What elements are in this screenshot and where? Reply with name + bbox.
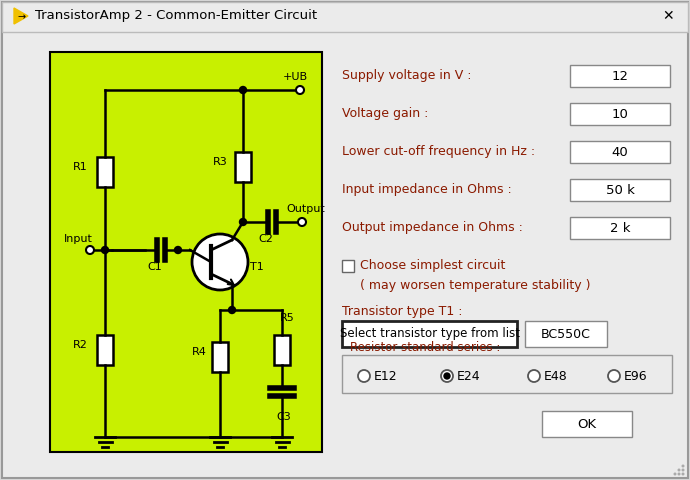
Circle shape — [175, 247, 181, 253]
Text: →: → — [17, 12, 25, 22]
Circle shape — [674, 473, 676, 475]
Circle shape — [358, 370, 370, 382]
Text: ( may worsen temperature stability ): ( may worsen temperature stability ) — [360, 279, 591, 292]
Circle shape — [678, 469, 680, 471]
Circle shape — [192, 234, 248, 290]
Text: BC550C: BC550C — [541, 327, 591, 340]
Bar — [542, 411, 632, 437]
Text: Input: Input — [64, 234, 93, 244]
Circle shape — [298, 218, 306, 226]
Circle shape — [441, 370, 453, 382]
Circle shape — [228, 307, 235, 313]
Text: Input impedance in Ohms :: Input impedance in Ohms : — [342, 183, 512, 196]
Bar — [2, 2, 688, 32]
Text: Voltage gain :: Voltage gain : — [342, 108, 428, 120]
Circle shape — [444, 373, 450, 379]
Bar — [525, 321, 607, 347]
Text: E96: E96 — [624, 370, 648, 383]
Circle shape — [239, 86, 246, 94]
Bar — [212, 342, 228, 372]
Text: ✕: ✕ — [662, 9, 674, 23]
Text: E24: E24 — [457, 370, 481, 383]
Circle shape — [239, 218, 246, 226]
Text: +UB: +UB — [283, 72, 308, 82]
Text: C3: C3 — [276, 412, 290, 422]
Bar — [342, 355, 672, 393]
Text: R1: R1 — [73, 162, 88, 172]
Bar — [570, 103, 670, 125]
Text: Choose simplest circuit: Choose simplest circuit — [360, 260, 505, 273]
Polygon shape — [14, 8, 28, 24]
Text: E12: E12 — [374, 370, 397, 383]
Bar — [342, 321, 517, 347]
Bar — [570, 217, 670, 239]
Text: R3: R3 — [213, 157, 228, 167]
Text: OK: OK — [578, 418, 597, 431]
Text: 40: 40 — [611, 145, 629, 158]
Text: Transistor type T1 :: Transistor type T1 : — [342, 305, 462, 318]
Circle shape — [682, 473, 684, 475]
Bar — [274, 335, 290, 365]
Bar — [570, 141, 670, 163]
Text: C1: C1 — [148, 262, 162, 272]
Text: C2: C2 — [259, 234, 273, 244]
Circle shape — [296, 86, 304, 94]
Circle shape — [682, 469, 684, 471]
Text: Output impedance in Ohms :: Output impedance in Ohms : — [342, 221, 523, 235]
Text: 12: 12 — [611, 70, 629, 83]
Text: Supply voltage in V :: Supply voltage in V : — [342, 70, 471, 83]
Text: Select transistor type from list: Select transistor type from list — [339, 327, 520, 340]
Text: Lower cut-off frequency in Hz :: Lower cut-off frequency in Hz : — [342, 145, 535, 158]
Text: Output: Output — [286, 204, 325, 214]
Circle shape — [86, 246, 94, 254]
Bar — [570, 179, 670, 201]
Text: 2 k: 2 k — [610, 221, 630, 235]
Text: 10: 10 — [611, 108, 629, 120]
Bar — [342, 260, 354, 272]
Bar — [97, 335, 113, 365]
Circle shape — [528, 370, 540, 382]
Circle shape — [608, 370, 620, 382]
Circle shape — [682, 465, 684, 467]
Circle shape — [678, 473, 680, 475]
Text: Resistor standard series :: Resistor standard series : — [350, 341, 500, 354]
Text: T1: T1 — [250, 262, 264, 272]
Text: TransistorAmp 2 - Common-Emitter Circuit: TransistorAmp 2 - Common-Emitter Circuit — [35, 10, 317, 23]
Text: R4: R4 — [192, 347, 207, 357]
Bar — [97, 157, 113, 187]
Text: 50 k: 50 k — [606, 183, 634, 196]
Bar — [570, 65, 670, 87]
Bar — [235, 152, 251, 182]
Text: E48: E48 — [544, 370, 568, 383]
Text: R2: R2 — [73, 340, 88, 350]
Text: R5: R5 — [280, 313, 295, 323]
Circle shape — [101, 247, 108, 253]
Bar — [50, 52, 322, 452]
